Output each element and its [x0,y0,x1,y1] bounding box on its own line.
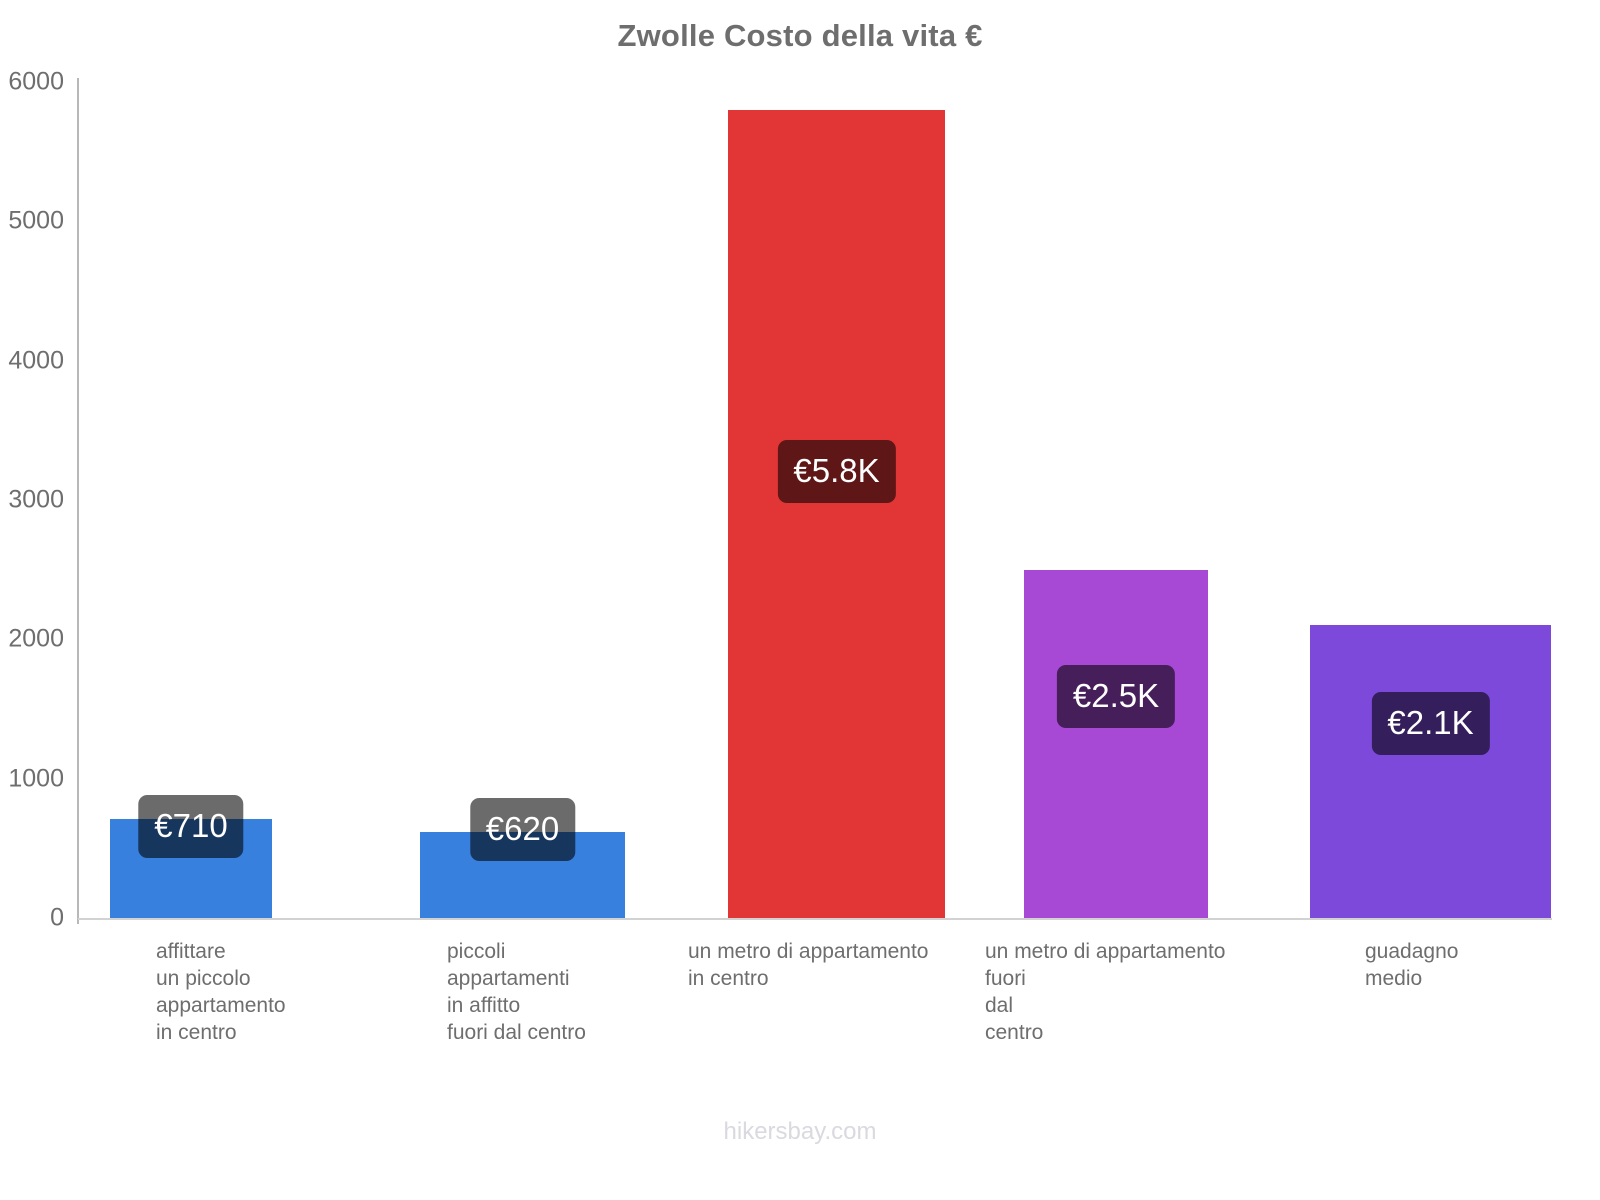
bar-5[interactable] [1310,625,1551,918]
x-axis-baseline [78,918,1552,920]
y-tick-6000: 6000 [8,67,64,96]
y-tick-3000: 3000 [8,485,64,514]
y-tick-5000: 5000 [8,206,64,235]
bar-value-label-5: €2.1K [1371,692,1490,755]
x-label-1: affittare un piccolo appartamento in cen… [156,940,286,1044]
bar-3[interactable] [728,109,945,918]
y-tick-0: 0 [50,903,64,932]
y-axis-line [77,78,79,924]
bar-value-label-1: €710 [138,795,244,858]
x-label-5: guadagno medio [1365,940,1459,990]
bar-value-label-4: €2.5K [1056,665,1176,728]
y-tick-1000: 1000 [8,764,64,793]
x-label-3: un metro di appartamento in centro [688,940,929,990]
watermark-label: hikersbay.com [723,1118,877,1145]
bar-4[interactable] [1024,569,1208,918]
y-tick-2000: 2000 [8,624,64,653]
y-axis-tick-labels: 0 1000 2000 3000 4000 5000 6000 [0,0,72,1200]
x-label-2: piccoli appartamenti in affitto fuori da… [447,940,586,1044]
x-label-4: un metro di appartamento fuori dal centr… [985,940,1226,1044]
chart-title: Zwolle Costo della vita € [617,18,983,53]
y-tick-4000: 4000 [8,346,64,375]
bar-value-label-2: €620 [469,798,576,861]
bar-value-label-3: €5.8K [777,440,896,503]
